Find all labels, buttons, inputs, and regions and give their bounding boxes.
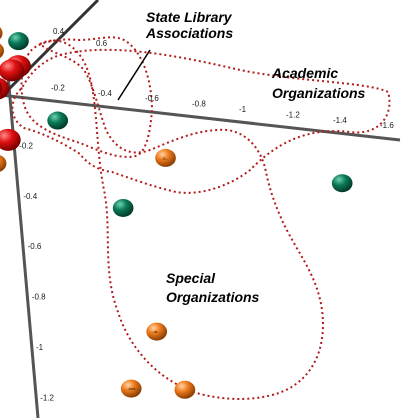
special-point: ...4... [0, 43, 5, 58]
x-tick-label: -1.4 [333, 116, 347, 125]
state-library-point: ... [0, 81, 3, 95]
cluster-regions [11, 36, 391, 400]
depth-tick-label: 0.4 [53, 27, 65, 36]
special-label-line1: Special [166, 270, 216, 286]
y-tick-label: -0.6 [28, 242, 42, 251]
state-library-point: ... [0, 77, 10, 100]
special-point [174, 380, 196, 399]
depth-axis [0, 0, 100, 100]
state-library-point [0, 128, 21, 151]
state-library-point-label: ... [6, 68, 9, 73]
academic-point [112, 198, 134, 217]
x-tick-label: -0.4 [98, 89, 112, 98]
state-library-label-line1: State Library [146, 9, 233, 25]
x-tick-label: -1.6 [380, 121, 394, 130]
special-point: ...ba... [0, 155, 7, 172]
data-points: ...............ea......4......ba......a.… [0, 27, 353, 399]
state-library-label-line2: Associations [145, 25, 233, 41]
special-point-label: ...ba... [0, 161, 1, 166]
tick-labels: -0.2-0.4-0.6-0.8-1-1.2-1.4-1.60.2-0.2-0.… [11, 27, 395, 402]
state-library-pointer [117, 49, 151, 101]
state-library-region [20, 36, 154, 158]
x-tick-label: -1.2 [286, 110, 300, 119]
x-tick-label: -1 [239, 105, 247, 114]
y-tick-label: -1.2 [40, 393, 54, 402]
academic-label-line1: Academic [271, 65, 338, 81]
academic-region [11, 48, 391, 194]
depth-tick-label: 0.6 [96, 39, 108, 48]
academic-point [331, 174, 353, 193]
academic-label-line2: Organizations [272, 85, 366, 101]
special-point: ...ea... [0, 27, 3, 40]
special-point: ...and... [120, 379, 142, 398]
y-tick-label: -1 [36, 343, 44, 352]
special-point: ...at... [146, 322, 168, 341]
special-point-label: ...a... [160, 155, 169, 160]
horizontal-axis [0, 93, 401, 142]
state-library-point: ... [0, 59, 25, 82]
special-point-label: ...and... [125, 386, 138, 391]
special-point: ...a... [155, 148, 176, 167]
y-tick-label: -0.2 [19, 141, 33, 150]
academic-point [47, 111, 69, 130]
x-tick-label: -0.6 [145, 94, 159, 103]
y-tick-label: -0.4 [23, 192, 37, 201]
academic-point [8, 32, 29, 51]
y-tick-label: -0.8 [32, 293, 46, 302]
special-label-line2: Organizations [166, 289, 260, 305]
x-tick-label: -0.8 [192, 100, 206, 109]
special-point-label: ...at... [151, 329, 161, 334]
x-tick-label: -0.2 [51, 83, 65, 92]
special-region [38, 39, 324, 400]
